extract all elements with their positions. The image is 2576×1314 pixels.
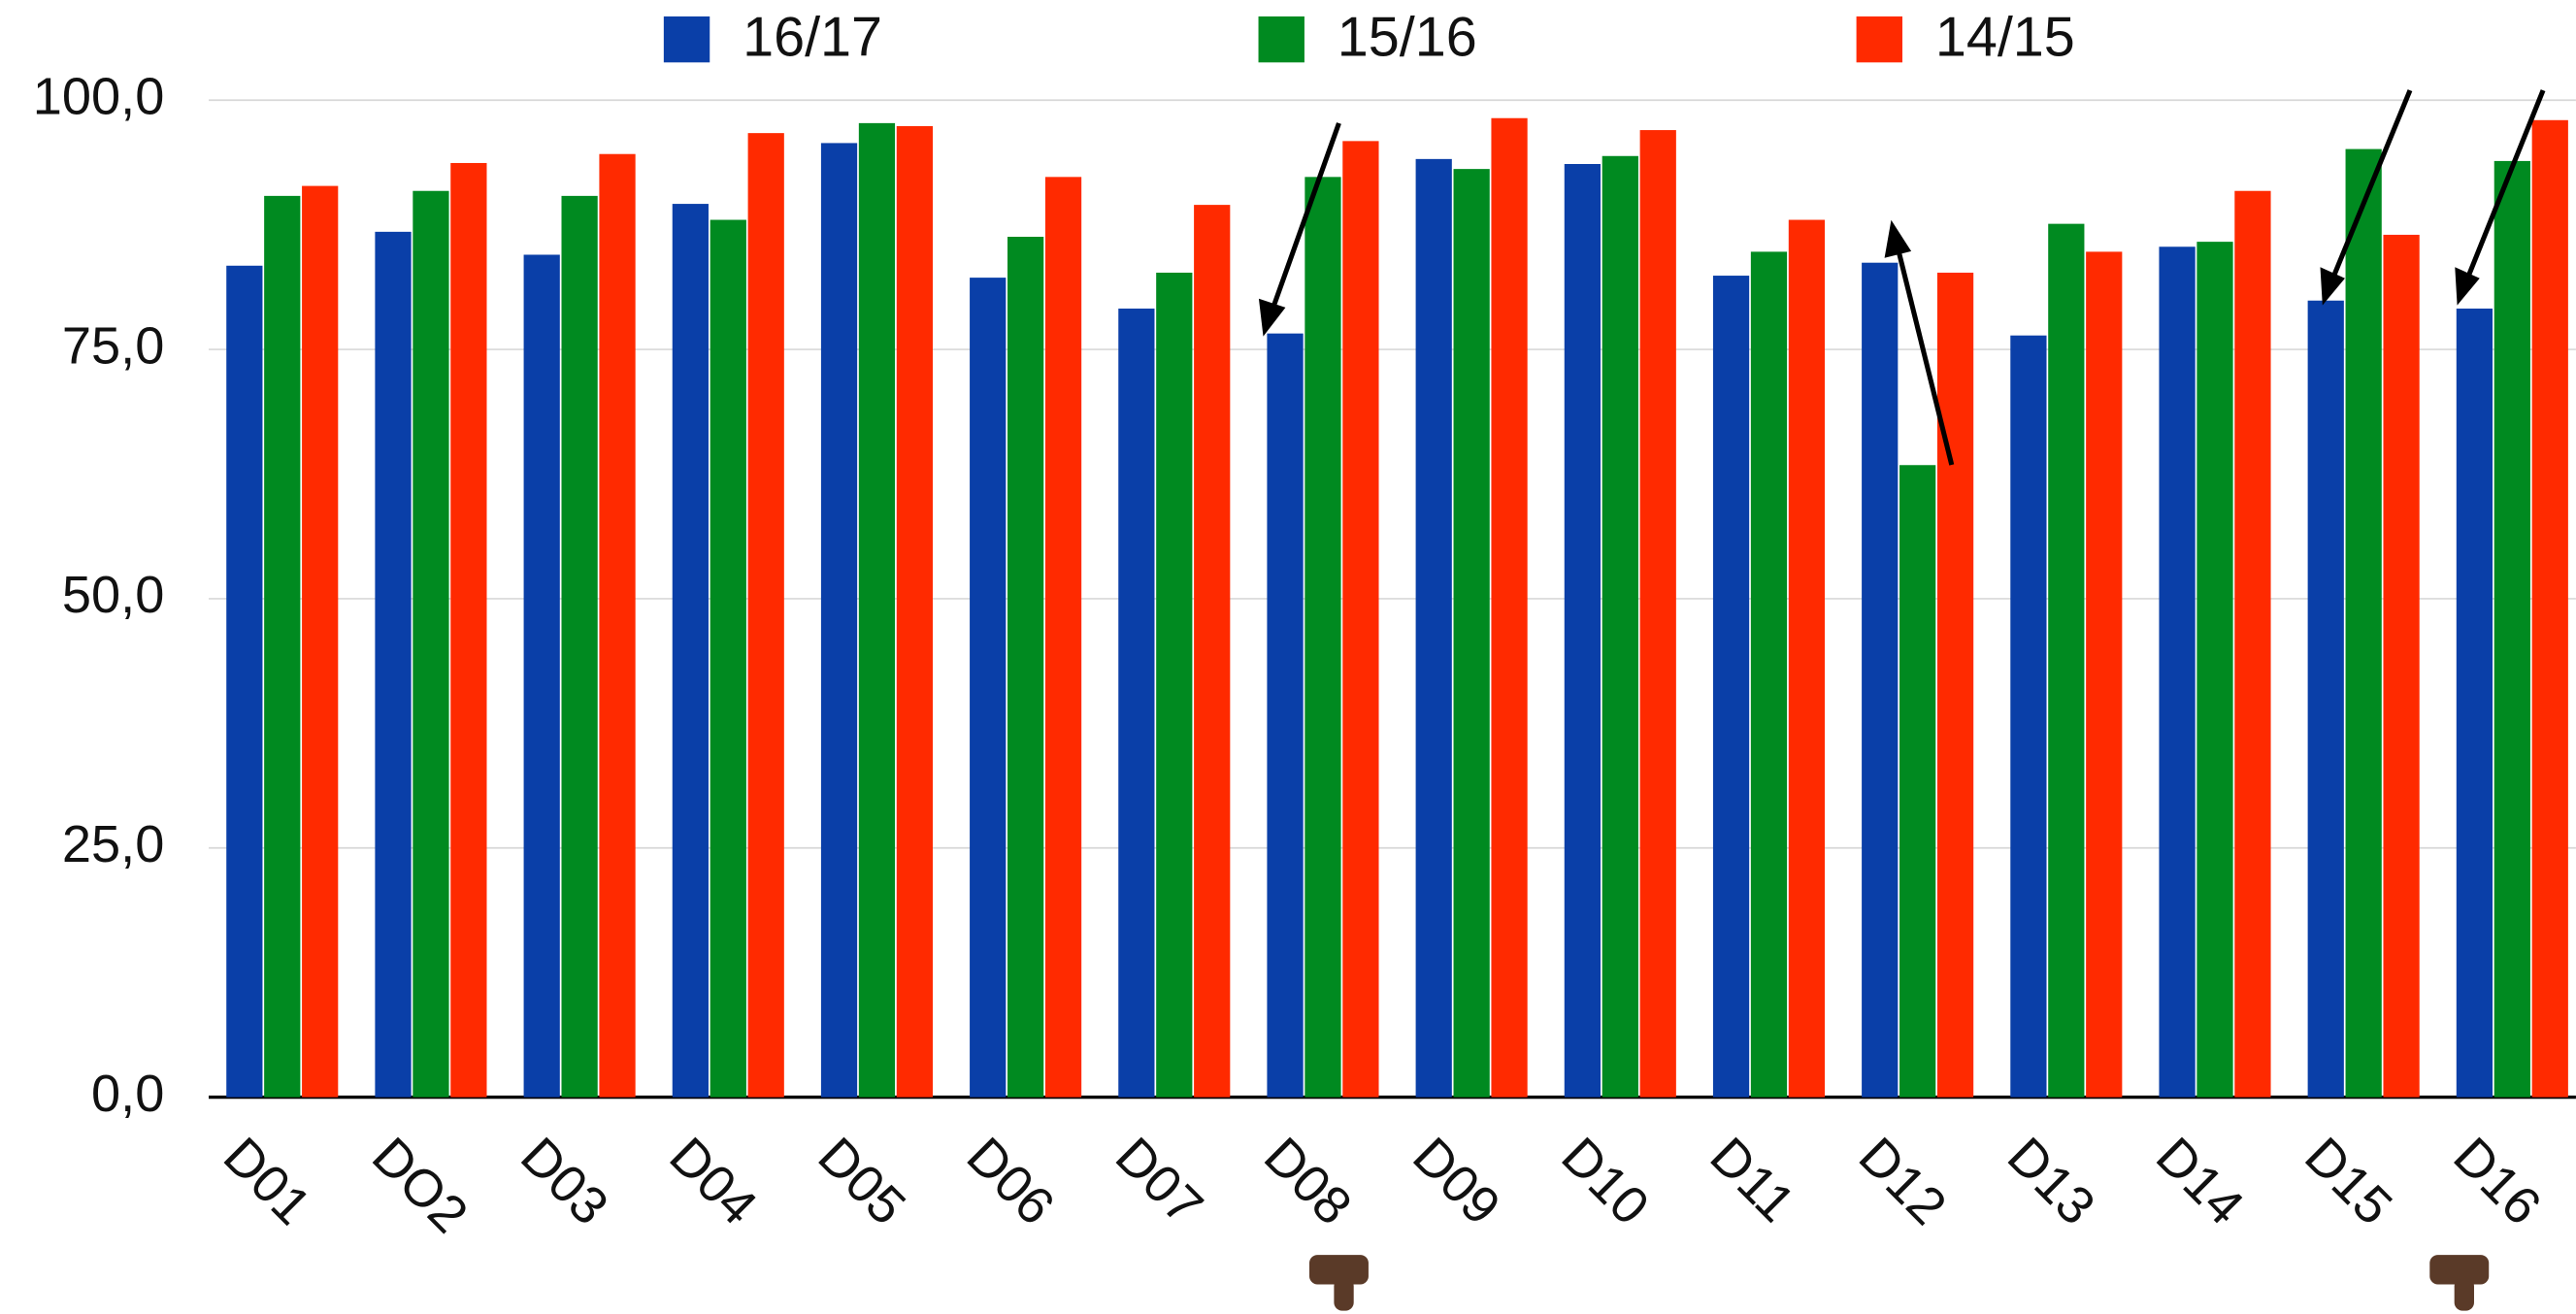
- x-tick-label: D15: [2294, 1127, 2403, 1236]
- bar: [2456, 308, 2493, 1098]
- legend-swatch: [1258, 16, 1305, 63]
- arrow: [1895, 246, 1955, 466]
- x-tick-label: D04: [658, 1127, 768, 1236]
- bar: [1936, 272, 1974, 1098]
- y-tick-label: 100,0: [33, 68, 165, 126]
- bar: [710, 219, 746, 1098]
- legend-swatch: [1856, 16, 1902, 63]
- legend-label: 15/16: [1338, 7, 1477, 69]
- legend-label: 16/17: [743, 7, 882, 69]
- arrow: [1269, 122, 1341, 313]
- legend-swatch: [663, 16, 710, 63]
- x-tick-label: D07: [1105, 1127, 1214, 1236]
- bar: [858, 122, 896, 1098]
- x-tick-label: DO2: [361, 1127, 479, 1244]
- arrow-head: [1884, 219, 1912, 258]
- bar: [450, 162, 487, 1098]
- bar: [413, 190, 449, 1098]
- bar: [1639, 130, 1676, 1098]
- bar: [970, 278, 1007, 1098]
- arrow-head: [2455, 267, 2480, 306]
- bar: [2086, 251, 2123, 1098]
- bar: [672, 204, 709, 1098]
- x-tick-label: D06: [956, 1127, 1066, 1236]
- bar: [1415, 158, 1452, 1098]
- bar: [1342, 141, 1379, 1098]
- arrow: [2463, 89, 2546, 284]
- bar: [1564, 163, 1601, 1098]
- bar: [226, 265, 263, 1098]
- bar: [1267, 333, 1304, 1098]
- bar: [1712, 276, 1750, 1098]
- x-tick-label: D05: [808, 1127, 917, 1236]
- y-tick-label: 75,0: [62, 316, 164, 375]
- bar: [1899, 465, 1936, 1098]
- x-tick-label: D14: [2145, 1127, 2255, 1236]
- bar: [820, 143, 858, 1098]
- bar: [2048, 223, 2085, 1098]
- bar: [2159, 246, 2196, 1098]
- bar: [1750, 251, 1788, 1098]
- bar: [264, 195, 301, 1098]
- bar: [1007, 236, 1044, 1098]
- plot-area: 0,0 25,0 50,0 75,0 100,0 D01 DO2 D03 D04 D05 D06 D0…: [33, 7, 2576, 1244]
- bar: [1044, 177, 1082, 1098]
- legend-label: 14/15: [1935, 7, 2075, 69]
- x-tick-label: D16: [2442, 1127, 2552, 1236]
- bar: [1156, 272, 1193, 1098]
- bar: [2010, 335, 2047, 1098]
- y-tick-label: 50,0: [62, 566, 164, 624]
- x-tick-label: D01: [213, 1127, 322, 1236]
- bar: [1491, 117, 1528, 1098]
- bar: [375, 231, 412, 1098]
- x-tick-label: D03: [510, 1127, 619, 1236]
- bar: [2345, 148, 2382, 1098]
- bar: [896, 125, 933, 1098]
- bar: [2493, 160, 2530, 1098]
- arrow: [2328, 89, 2413, 284]
- bar: [2383, 234, 2420, 1098]
- bar: [561, 195, 598, 1098]
- x-tick-label: D09: [1402, 1127, 1511, 1236]
- y-tick-label: 0,0: [91, 1065, 164, 1123]
- bar: [302, 185, 339, 1098]
- bar: [1788, 219, 1826, 1098]
- bar: [1305, 177, 1341, 1098]
- bar: [599, 153, 636, 1098]
- x-tick-label: D08: [1253, 1127, 1363, 1236]
- arrow-head: [2320, 267, 2345, 306]
- bar: [1118, 308, 1155, 1098]
- bar: [2307, 300, 2344, 1098]
- annotations: [1258, 89, 2546, 466]
- bar: [523, 254, 560, 1098]
- x-tick-label: D12: [1848, 1127, 1958, 1236]
- thumbs-down-icon: [2429, 1255, 2490, 1311]
- bar: [1194, 205, 1231, 1098]
- bar: [1453, 169, 1490, 1098]
- bar: [1862, 262, 1899, 1098]
- bar: [2196, 242, 2233, 1098]
- thumbs-down-icon: [1309, 1255, 1369, 1311]
- arrow-head: [1258, 298, 1286, 337]
- y-tick-label: 25,0: [62, 815, 164, 873]
- bar: [2234, 190, 2271, 1098]
- x-tick-label: D10: [1550, 1127, 1660, 1236]
- x-tick-label: D11: [1700, 1127, 1806, 1233]
- bar: [1602, 155, 1638, 1098]
- bar: [2531, 119, 2568, 1098]
- x-tick-label: D13: [1997, 1127, 2106, 1236]
- bar: [747, 133, 784, 1098]
